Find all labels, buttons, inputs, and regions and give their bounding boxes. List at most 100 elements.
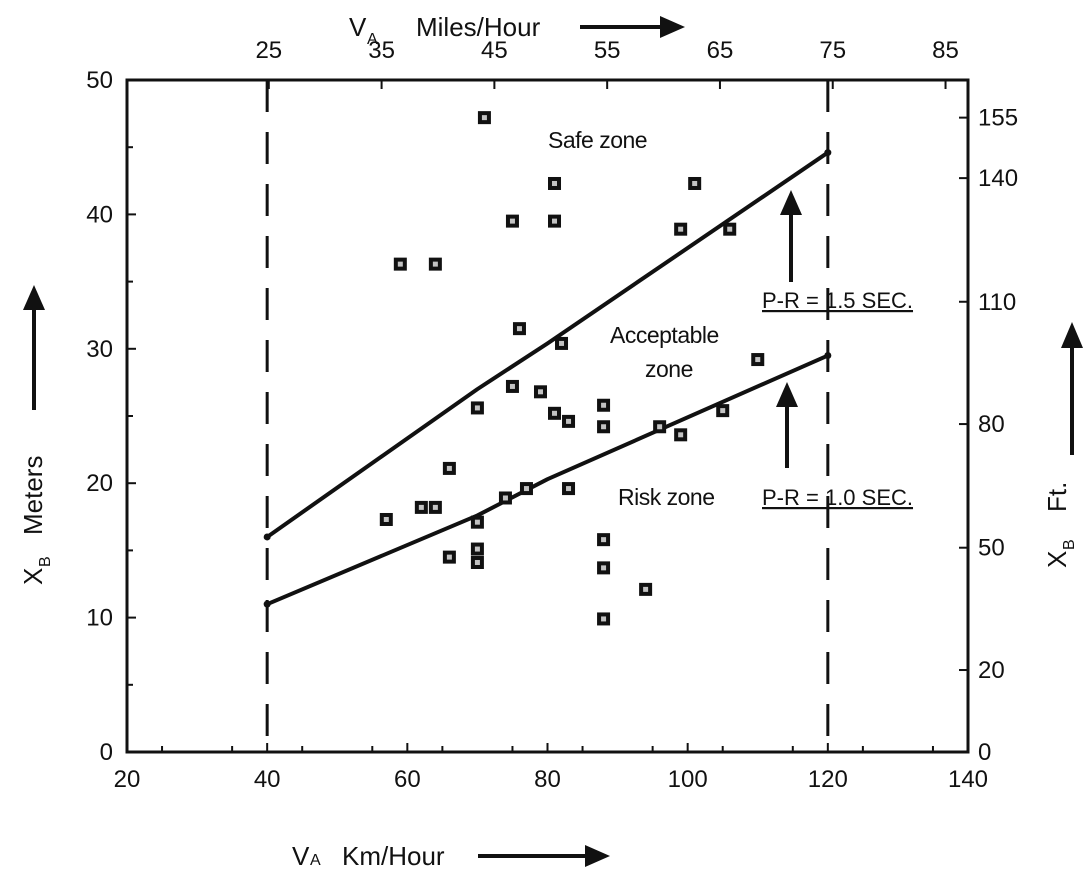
data-point <box>442 550 456 564</box>
data-point <box>470 515 484 529</box>
pr-1-0-arrow-head <box>776 382 798 407</box>
x-axis-arrow-head <box>585 845 610 867</box>
data-point <box>393 257 407 271</box>
data-point-center <box>516 326 522 332</box>
series-line-endpoint <box>263 533 271 541</box>
data-point-center <box>552 218 558 224</box>
x-tick-label: 40 <box>254 766 281 793</box>
data-point-center <box>383 516 389 522</box>
data-point-center <box>474 405 480 411</box>
data-point-center <box>601 402 607 408</box>
data-point <box>716 404 730 418</box>
data-point-center <box>755 357 761 363</box>
data-point <box>505 379 519 393</box>
data-point <box>533 385 547 399</box>
series-line-pr-1-0 <box>266 353 829 607</box>
x-axis-title-main: V <box>292 841 310 871</box>
data-point <box>428 500 442 514</box>
series-line-pr-1-5 <box>266 150 829 539</box>
data-point-center <box>509 383 515 389</box>
y-axis-arrow-head <box>23 285 45 310</box>
y2-axis-title-unit: Ft. <box>1042 482 1072 512</box>
series-line-endpoint <box>824 352 832 360</box>
x2-axis-title-main: V <box>349 12 367 42</box>
data-point <box>688 176 702 190</box>
y-axis-title-main: X <box>18 568 48 585</box>
data-point <box>548 406 562 420</box>
y-axis-title-sub: B <box>37 556 54 567</box>
y-tick-label: 20 <box>86 470 113 497</box>
data-point <box>674 222 688 236</box>
data-point-center <box>397 261 403 267</box>
x2-tick-label: 85 <box>932 37 959 64</box>
plot-frame <box>125 78 970 754</box>
data-point-center <box>418 504 424 510</box>
annotation-safe-zone: Safe zone <box>548 127 647 153</box>
data-point <box>548 214 562 228</box>
data-point <box>597 420 611 434</box>
y2-tick-label: 80 <box>978 411 1005 438</box>
data-point <box>751 353 765 367</box>
x2-axis-title-unit: Miles/Hour <box>416 12 541 42</box>
data-point <box>674 428 688 442</box>
x-axis-title-unit: Km/Hour <box>342 841 445 871</box>
x2-tick-label: 55 <box>594 37 621 64</box>
x2-tick-label: 45 <box>481 37 508 64</box>
x-tick-label: 100 <box>668 766 708 793</box>
data-point <box>498 491 512 505</box>
x2-tick-label: 25 <box>255 37 282 64</box>
data-point <box>414 500 428 514</box>
data-point-center <box>474 519 480 525</box>
x-tick-label: 120 <box>808 766 848 793</box>
data-point <box>639 582 653 596</box>
data-point-center <box>432 504 438 510</box>
data-point <box>562 414 576 428</box>
data-point-center <box>552 180 558 186</box>
data-point-center <box>601 616 607 622</box>
data-point <box>597 561 611 575</box>
data-point <box>653 420 667 434</box>
data-point-center <box>502 495 508 501</box>
y-axis-title-unit: Meters <box>18 456 48 535</box>
y2-axis-title: X B Ft. <box>1042 322 1083 568</box>
y2-axis-arrow-head <box>1061 322 1083 348</box>
x-tick-label: 20 <box>114 766 141 793</box>
y-tick-label: 30 <box>86 336 113 363</box>
data-point <box>477 111 491 125</box>
data-point <box>597 612 611 626</box>
y2-tick-label: 0 <box>978 739 991 766</box>
data-point <box>470 555 484 569</box>
data-point <box>470 401 484 415</box>
x-axis-title: V A Km/Hour <box>292 841 610 871</box>
data-point <box>723 222 737 236</box>
data-point-center <box>727 226 733 232</box>
data-point <box>428 257 442 271</box>
x2-axis-title-sub: A <box>367 31 378 48</box>
series-line-endpoint <box>824 149 832 157</box>
x2-tick-label: 65 <box>707 37 734 64</box>
annotation-acceptable-zone: zone <box>645 356 693 382</box>
data-point <box>555 336 569 350</box>
data-point-center <box>446 465 452 471</box>
data-point-center <box>678 432 684 438</box>
series-line-endpoint <box>263 600 271 608</box>
y2-axis-title-sub: B <box>1061 539 1078 550</box>
x-axis-title-sub: A <box>310 852 321 869</box>
annotation-acceptable: Acceptable <box>610 322 719 348</box>
x-tick-label: 60 <box>394 766 421 793</box>
x2-axis-title: V A Miles/Hour <box>349 12 685 48</box>
data-point-center <box>601 565 607 571</box>
data-point-center <box>601 537 607 543</box>
x2-tick-label: 75 <box>819 37 846 64</box>
data-point <box>470 542 484 556</box>
data-point-center <box>481 115 487 121</box>
data-point-center <box>566 486 572 492</box>
y-tick-label: 50 <box>86 67 113 94</box>
data-point <box>519 482 533 496</box>
data-point-center <box>523 486 529 492</box>
y-tick-label: 10 <box>86 605 113 632</box>
y-axis-title: X B Meters <box>18 285 54 585</box>
y2-tick-label: 140 <box>978 165 1018 192</box>
